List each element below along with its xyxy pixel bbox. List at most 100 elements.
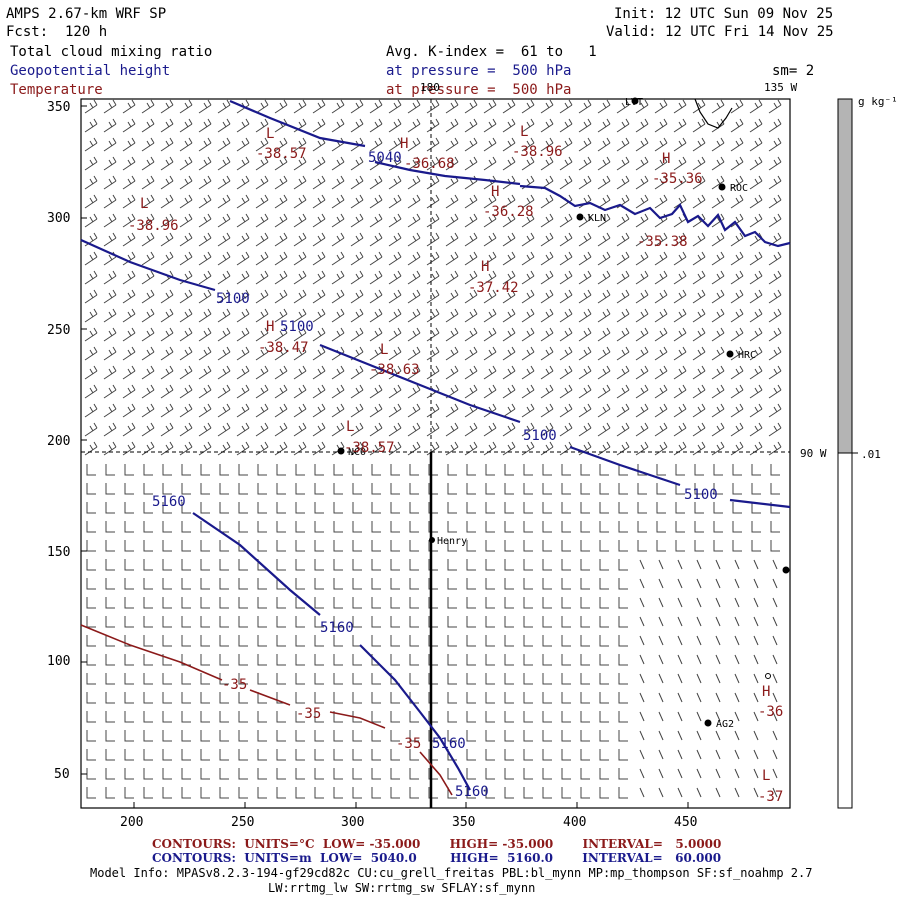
wind-barb	[295, 711, 305, 723]
wind-barb	[677, 692, 683, 703]
wind-barb	[105, 768, 115, 780]
wind-barb	[122, 403, 136, 418]
wind-barb	[143, 692, 153, 704]
temp-contour-d	[419, 751, 453, 796]
wind-barb	[122, 365, 136, 380]
wind-barb	[276, 635, 286, 647]
colorbar-filled	[837, 98, 853, 454]
wind-barb	[445, 327, 459, 342]
wind-barb	[599, 749, 609, 761]
wind-barb	[160, 384, 174, 399]
wind-barb	[86, 787, 96, 799]
wind-barb	[504, 635, 514, 647]
wind-barb	[675, 502, 685, 514]
wind-barb	[464, 232, 478, 247]
wind-barb	[597, 346, 611, 361]
wind-barb	[768, 384, 782, 399]
wind-barb	[772, 749, 778, 760]
wind-barb	[504, 502, 514, 514]
wind-barb	[483, 384, 497, 399]
wind-barb	[578, 251, 592, 266]
wind-barb	[200, 673, 210, 685]
wind-barb	[198, 270, 212, 285]
wind-barb	[464, 308, 478, 323]
wind-barb	[143, 654, 153, 666]
wind-barb	[711, 346, 725, 361]
wind-barb	[521, 251, 535, 266]
wind-barb	[198, 194, 212, 209]
temp-label-c: -35	[396, 736, 422, 752]
wind-barb	[426, 156, 440, 171]
wind-barb	[179, 118, 193, 133]
extremum-value-7: -37.42	[468, 280, 519, 296]
wind-barb	[388, 384, 402, 399]
wind-barb	[753, 597, 759, 608]
wind-barb	[696, 635, 702, 646]
wind-barb	[179, 232, 193, 247]
wind-barb	[523, 711, 533, 723]
wind-barb	[445, 156, 459, 171]
wind-barb	[350, 441, 364, 456]
wind-barb	[542, 616, 552, 628]
wind-barb	[407, 308, 421, 323]
wind-barb	[711, 270, 725, 285]
wind-barb	[84, 441, 98, 456]
wind-barb	[141, 137, 155, 152]
wind-barb	[236, 327, 250, 342]
wind-barb	[753, 749, 759, 760]
wind-barb	[198, 213, 212, 228]
wind-barb	[409, 635, 419, 647]
wind-barb	[559, 270, 573, 285]
wind-barb	[162, 768, 172, 780]
wind-barb	[772, 768, 778, 779]
wind-barb	[561, 464, 571, 476]
wind-barb	[428, 787, 438, 799]
wind-barb	[523, 597, 533, 609]
station-edge-marker	[782, 566, 790, 574]
wind-barb	[388, 441, 402, 456]
wind-barb	[675, 483, 685, 495]
wind-barb	[276, 616, 286, 628]
wind-barb	[143, 502, 153, 514]
wind-barb	[124, 749, 134, 761]
wind-barb	[540, 99, 554, 114]
wind-barb	[352, 502, 362, 514]
wind-barb	[521, 422, 535, 437]
wind-barb	[580, 597, 590, 609]
wind-barb	[314, 635, 324, 647]
wind-barb	[658, 692, 664, 703]
wind-barb	[561, 616, 571, 628]
wind-barb	[692, 346, 706, 361]
wind-barb	[618, 540, 628, 552]
wind-barb	[143, 787, 153, 799]
wind-barb	[352, 673, 362, 685]
wind-barb	[466, 711, 476, 723]
wind-barb	[103, 213, 117, 228]
wind-barb	[542, 711, 552, 723]
wind-barb	[483, 194, 497, 209]
wind-barb	[141, 194, 155, 209]
wind-barb	[466, 692, 476, 704]
wind-barb	[295, 521, 305, 533]
wind-barb	[447, 597, 457, 609]
wind-barb	[542, 502, 552, 514]
wind-barb	[561, 749, 571, 761]
wind-barb	[464, 99, 478, 114]
wind-barb	[236, 346, 250, 361]
wind-barb	[578, 175, 592, 190]
wind-barb	[447, 768, 457, 780]
valid-time: Valid: 12 UTC Fri 14 Nov 25	[606, 24, 834, 40]
wind-barb	[371, 711, 381, 723]
wind-barb	[295, 749, 305, 761]
wind-barb	[658, 597, 664, 608]
wind-barb	[219, 559, 229, 571]
wind-barb	[580, 749, 590, 761]
wind-barb	[466, 483, 476, 495]
wind-barb	[238, 787, 248, 799]
wind-barb	[105, 559, 115, 571]
wind-barb	[578, 365, 592, 380]
wind-barb	[162, 559, 172, 571]
forecast-hour: Fcst: 120 h	[6, 24, 108, 40]
extremum-type-3: L	[520, 124, 529, 140]
wind-barb	[350, 251, 364, 266]
